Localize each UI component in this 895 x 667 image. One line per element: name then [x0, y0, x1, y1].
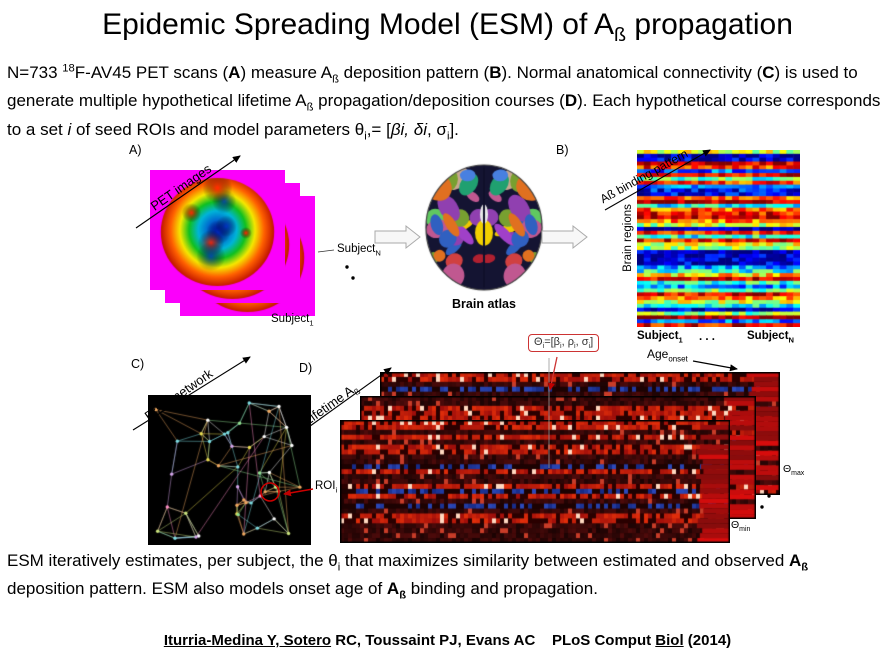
heatmap-x-last-label: SubjectN: [747, 330, 795, 345]
ab-binding-heatmap: [637, 150, 800, 327]
theta-parameters-callout: Θi=[βi, ρi, σi]: [528, 334, 600, 353]
lifetime-course-matrix-front: [340, 420, 730, 543]
subject-stack-dot-2: [351, 276, 355, 280]
brain-atlas-caption: Brain atlas: [452, 297, 516, 311]
heatmap-x-dots: . . .: [699, 331, 715, 343]
theta-max-label: Θmax: [783, 463, 805, 478]
brain-atlas-image: [418, 161, 550, 294]
subject-stack-dot-1: [345, 265, 349, 269]
panel-b-label: B): [556, 143, 569, 157]
brain-network-image: [148, 395, 311, 545]
summary-text: ESM iteratively estimates, per subject, …: [7, 551, 809, 602]
subject-n-label: SubjectN: [337, 243, 381, 258]
age-onset-label: Ageonset: [647, 347, 688, 364]
heatmap-x-first-label: Subject1: [637, 330, 683, 345]
theta-dot-2: [760, 505, 764, 509]
subject-1-label: Subject1: [271, 313, 314, 328]
panel-a-label: A): [129, 143, 142, 157]
brain-regions-axis-label: Brain regions: [622, 204, 634, 272]
age-onset-arrow: [692, 360, 738, 372]
panel-d-label: D): [299, 361, 313, 375]
slide-title: Epidemic Spreading Model (ESM) of Aß pro…: [102, 8, 793, 46]
panel-c-label: C): [131, 357, 145, 371]
roi-label: ROIi: [315, 480, 338, 495]
intro-text: N=733 18F-AV45 PET scans (A) measure Aß …: [7, 62, 881, 143]
subject-n-tick: [317, 249, 335, 253]
citation: Iturria-Medina Y, Sotero RC, Toussaint P…: [163, 632, 732, 649]
flow-arrow-pet-to-atlas: [374, 224, 421, 250]
theta-min-label: Θmin: [731, 519, 751, 534]
